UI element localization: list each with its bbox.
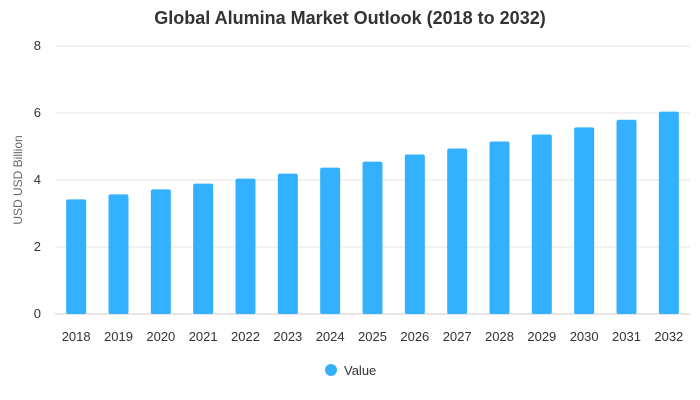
legend-label-value[interactable]: Value [344,363,376,378]
bar-2023[interactable] [277,173,298,314]
x-tick-label-2018: 2018 [62,329,91,344]
bar-2020[interactable] [150,189,171,314]
bar-2026[interactable] [404,154,425,314]
bar-2031[interactable] [616,119,637,314]
bar-2019[interactable] [108,194,129,314]
y-tick-label-2: 2 [34,239,41,254]
x-tick-label-2019: 2019 [104,329,133,344]
y-tick-label-6: 6 [34,105,41,120]
x-tick-label-2023: 2023 [273,329,302,344]
bar-2018[interactable] [66,199,87,314]
bar-2028[interactable] [489,141,510,314]
bar-2022[interactable] [235,178,256,314]
bar-2025[interactable] [362,161,383,314]
x-tick-label-2021: 2021 [189,329,218,344]
bar-2030[interactable] [574,127,595,314]
y-tick-label-4: 4 [34,172,41,187]
y-axis-title: USD USD Billion [11,135,25,224]
x-tick-label-2029: 2029 [527,329,556,344]
y-tick-label-8: 8 [34,38,41,53]
x-tick-label-2028: 2028 [485,329,514,344]
legend-marker-value[interactable] [325,364,337,376]
y-tick-label-0: 0 [34,306,41,321]
x-tick-label-2022: 2022 [231,329,260,344]
bar-2024[interactable] [320,167,341,314]
bar-2027[interactable] [447,148,468,314]
x-tick-label-2024: 2024 [316,329,345,344]
x-tick-label-2031: 2031 [612,329,641,344]
bar-2032[interactable] [658,111,679,314]
x-tick-label-2026: 2026 [400,329,429,344]
x-tick-label-2020: 2020 [146,329,175,344]
bar-2021[interactable] [193,183,214,314]
x-tick-label-2025: 2025 [358,329,387,344]
chart-title: Global Alumina Market Outlook (2018 to 2… [154,8,546,28]
x-tick-label-2027: 2027 [443,329,472,344]
x-tick-label-2030: 2030 [570,329,599,344]
x-tick-label-2032: 2032 [654,329,683,344]
bar-2029[interactable] [531,134,552,314]
